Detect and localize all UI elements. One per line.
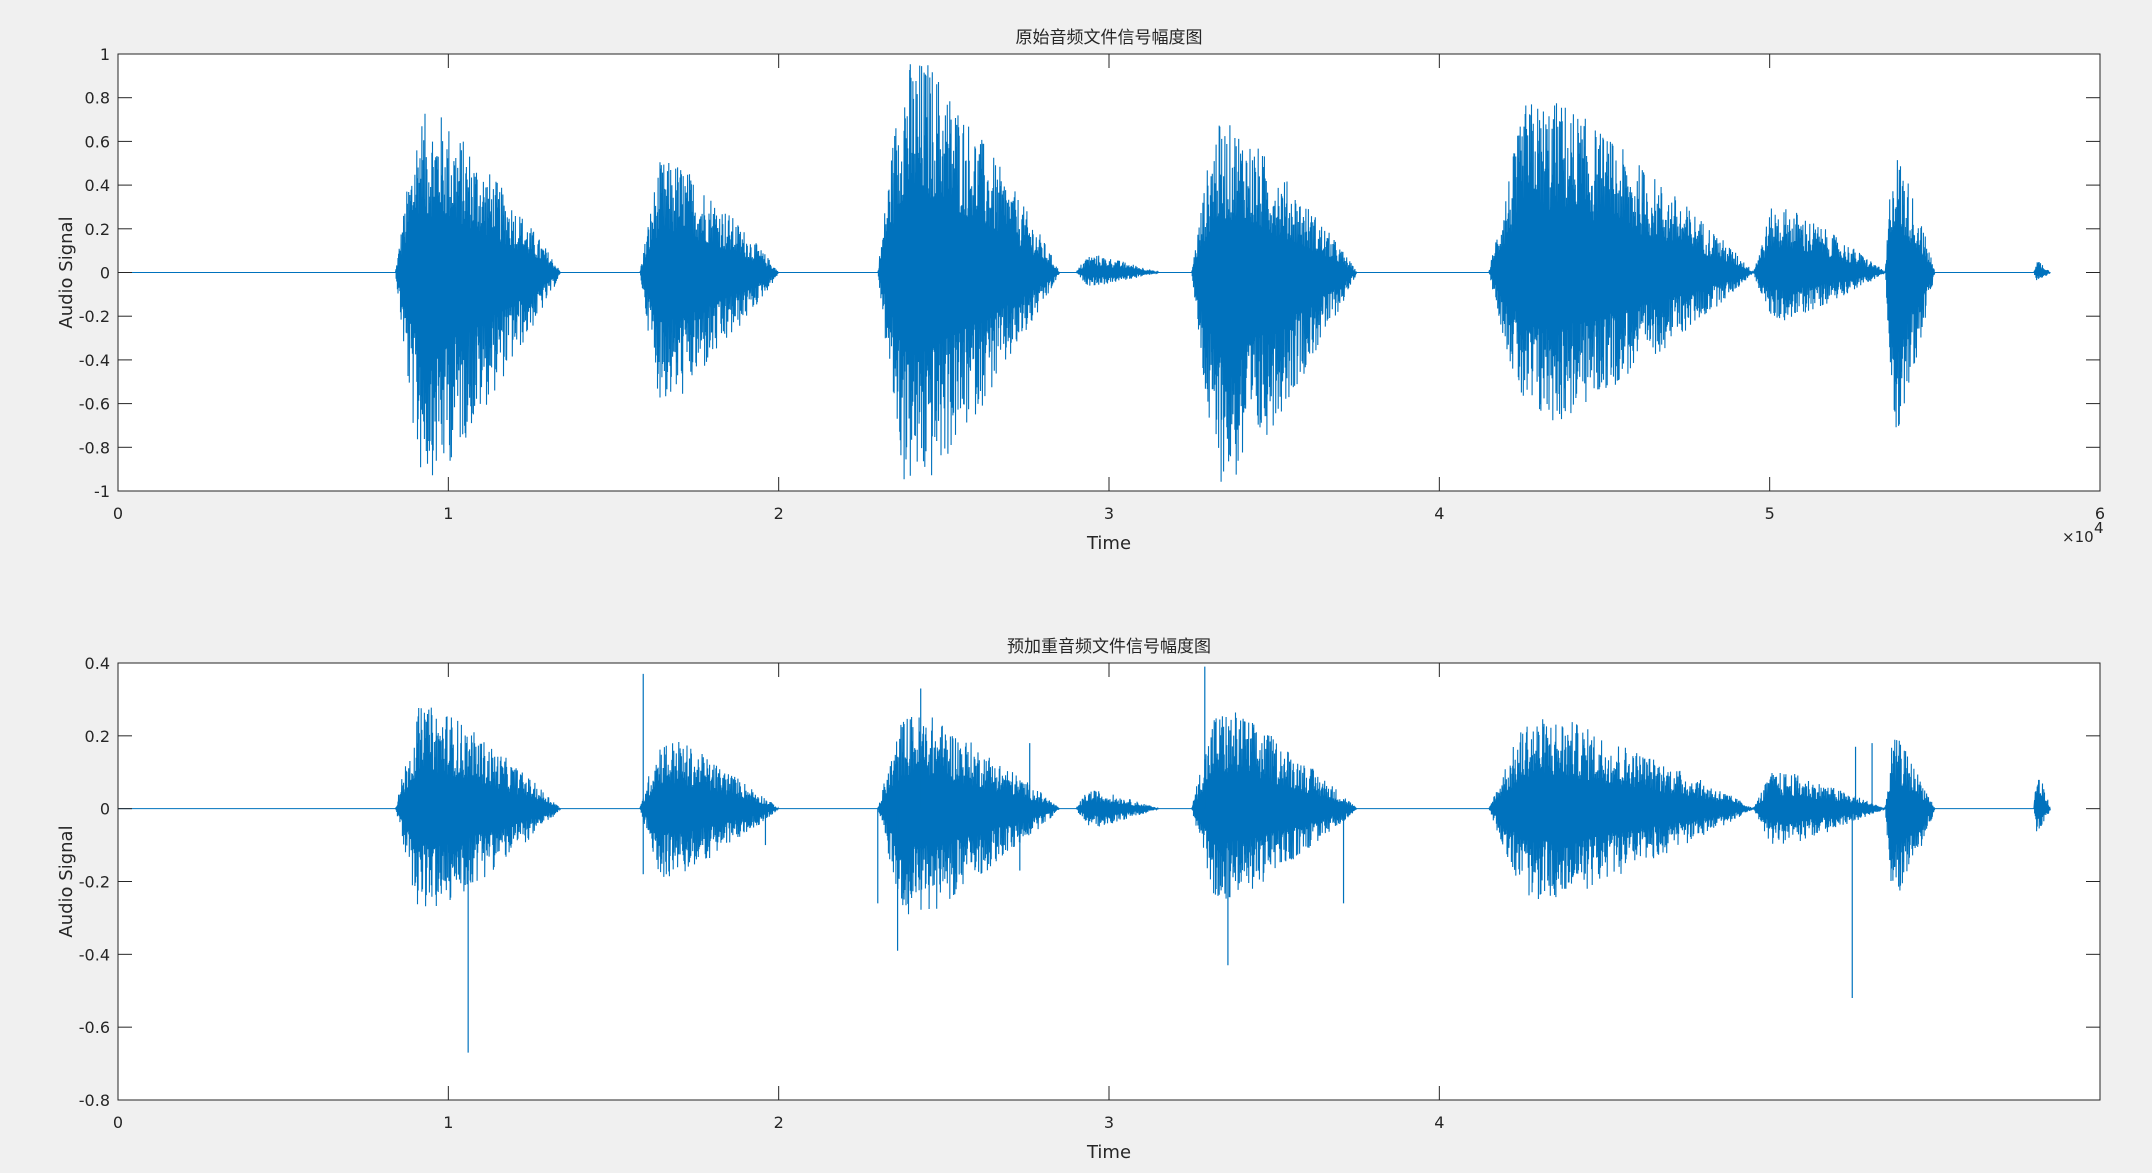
x-tick-label: 2	[774, 1113, 784, 1132]
chart-title: 预加重音频文件信号幅度图	[1007, 637, 1211, 657]
y-tick-label: -0.2	[79, 307, 110, 326]
y-tick-label: -0.8	[79, 438, 110, 457]
x-axis-title: Time	[1086, 1142, 1131, 1163]
waveform-segment-2	[877, 64, 1060, 480]
chart-title: 原始音频文件信号幅度图	[1016, 28, 1203, 48]
x-tick-label: 6	[2095, 504, 2105, 523]
x-tick-label: 3	[1104, 1113, 1114, 1132]
waveform-segment-8	[2033, 262, 2051, 281]
x-tick-label: 1	[443, 1113, 453, 1132]
x-tick-label: 4	[1434, 1113, 1444, 1132]
waveform-segment-1	[639, 162, 780, 398]
waveform-segment-0	[395, 707, 562, 907]
y-tick-label: -0.2	[79, 873, 110, 892]
axes-preemphasis-signal: 0 1 2 3 4 -0.8 -0.6 -0.4 -0.2 0 0.2 0.4 预加重音频文件信号幅度图…	[56, 637, 2101, 1163]
waveform-segment-3	[1075, 790, 1159, 827]
axes-original-signal: 0 1 2 3 4 5 6 -1 -0.8 -0.6 -0.4 -0.2 0 0.2 0.4 0.6 0.8 1 原…	[56, 28, 2105, 554]
waveform-segment-4	[1191, 125, 1358, 482]
series-waveform	[118, 666, 2051, 1053]
waveform-segment-8	[2033, 779, 2051, 832]
x-tick-label: 0	[113, 1113, 123, 1132]
y-tick-label: -0.4	[79, 351, 110, 370]
waveform-segment-3	[1075, 255, 1159, 286]
y-tick-label: -1	[94, 482, 110, 501]
x-exponent-label: ×10	[2062, 528, 2094, 546]
x-axis-title: Time	[1086, 533, 1131, 554]
y-axis-title: Audio Signal	[56, 825, 77, 937]
y-tick-label: 0.8	[85, 89, 110, 108]
y-tick-label: 0	[100, 264, 110, 283]
y-tick-label: 0.4	[85, 654, 110, 673]
waveform-segment-6	[1752, 208, 1886, 321]
y-tick-label: 0.2	[85, 220, 110, 239]
y-tick-label: 0	[100, 800, 110, 819]
waveform-segment-7	[1884, 739, 1936, 891]
y-tick-label: 0.4	[85, 176, 110, 195]
x-tick-label: 1	[443, 504, 453, 523]
y-tick-label: 0.2	[85, 727, 110, 746]
waveform-segment-4	[1191, 712, 1358, 899]
y-tick-label: -0.8	[79, 1091, 110, 1110]
waveform-segment-5	[1488, 719, 1754, 900]
waveform-segment-6	[1752, 772, 1886, 844]
x-tick-label: 5	[1765, 504, 1775, 523]
x-exponent-power: 4	[2094, 519, 2104, 537]
waveform-segment-2	[877, 716, 1060, 915]
x-tick-label: 2	[774, 504, 784, 523]
y-tick-label: 1	[100, 45, 110, 64]
series-waveform	[118, 64, 2051, 482]
x-tick-label: 3	[1104, 504, 1114, 523]
y-tick-label: 0.6	[85, 132, 110, 151]
y-axis-title: Audio Signal	[56, 216, 77, 328]
x-tick-label: 0	[113, 504, 123, 523]
x-tick-label: 4	[1434, 504, 1444, 523]
plot-area	[118, 663, 2100, 1100]
waveform-segment-1	[639, 741, 779, 877]
waveform-segment-7	[1884, 160, 1936, 428]
y-tick-label: -0.6	[79, 395, 110, 414]
waveform-segment-5	[1488, 103, 1754, 421]
y-tick-label: -0.4	[79, 945, 110, 964]
y-tick-label: -0.6	[79, 1018, 110, 1037]
waveform-segment-0	[394, 113, 561, 476]
